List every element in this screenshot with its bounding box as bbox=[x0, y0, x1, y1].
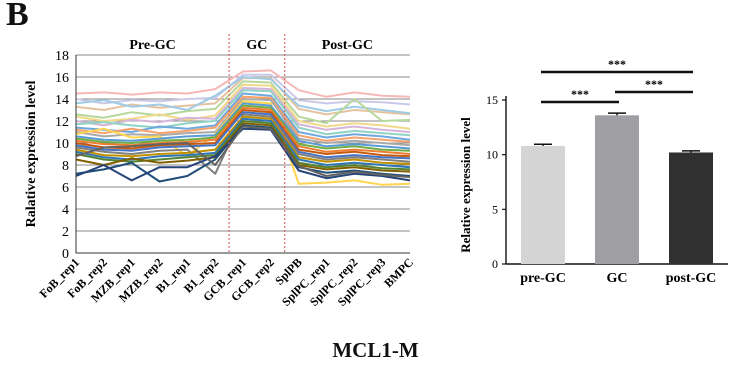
significance-label: *** bbox=[571, 87, 589, 101]
bar-chart-y-ticks: 0 5 10 15 bbox=[486, 93, 506, 271]
line-chart-series bbox=[75, 69, 411, 186]
series-line bbox=[75, 73, 411, 106]
bar-chart-bars bbox=[521, 112, 713, 264]
y-tick-label: 15 bbox=[486, 93, 498, 107]
y-tick-label: 5 bbox=[492, 202, 498, 216]
series-line bbox=[75, 104, 411, 152]
bar-chart-y-axis-label: Relative expression level bbox=[458, 117, 473, 253]
series-line bbox=[75, 92, 411, 141]
series-line bbox=[75, 106, 411, 155]
y-tick-label: 8 bbox=[62, 159, 69, 174]
series-line bbox=[75, 98, 411, 147]
y-tick-label: 10 bbox=[486, 148, 498, 162]
y-tick-label: 6 bbox=[62, 181, 69, 196]
y-tick-label: 10 bbox=[55, 137, 69, 152]
bar-gc bbox=[595, 115, 639, 264]
series-line bbox=[75, 89, 411, 137]
x-tick-label: post-GC bbox=[666, 271, 717, 286]
series-line bbox=[75, 117, 411, 169]
series-line bbox=[75, 127, 411, 182]
series-line bbox=[75, 83, 411, 130]
y-tick-label: 16 bbox=[55, 71, 69, 86]
series-line bbox=[75, 76, 411, 115]
series-line bbox=[75, 113, 411, 175]
x-tick-label: pre-GC bbox=[520, 271, 566, 286]
bar-chart-significance: *** *** *** bbox=[541, 57, 693, 104]
significance-label: *** bbox=[645, 77, 663, 91]
y-tick-label: 0 bbox=[62, 247, 69, 262]
series-line bbox=[75, 69, 411, 98]
panel-label: B bbox=[6, 0, 29, 33]
series-line bbox=[75, 124, 411, 183]
region-label: Post-GC bbox=[322, 38, 373, 53]
bar-chart-x-ticks: pre-GC GC post-GC bbox=[520, 271, 716, 286]
series-line bbox=[75, 120, 411, 171]
figure-title: MCL1-M bbox=[332, 338, 419, 362]
series-line bbox=[75, 122, 411, 173]
line-chart-y-ticks: 0 2 4 6 8 10 12 14 16 18 bbox=[55, 49, 69, 262]
y-tick-label: 0 bbox=[492, 257, 498, 271]
significance-label: *** bbox=[608, 57, 626, 71]
x-tick-label: GC bbox=[607, 271, 628, 286]
line-chart-y-axis-label: Ralative expression level bbox=[24, 81, 39, 228]
y-tick-label: 12 bbox=[55, 115, 69, 130]
y-tick-label: 2 bbox=[62, 225, 69, 240]
series-line bbox=[75, 87, 411, 133]
series-line bbox=[75, 80, 411, 125]
series-line bbox=[75, 125, 411, 179]
line-chart-regions: Pre-GC GC Post-GC bbox=[129, 34, 373, 253]
bar-pre-gc bbox=[521, 145, 565, 264]
line-chart-axes bbox=[75, 55, 410, 254]
series-line bbox=[75, 95, 411, 143]
series-line bbox=[75, 115, 411, 165]
y-tick-label: 18 bbox=[55, 49, 69, 64]
region-label: Pre-GC bbox=[129, 38, 175, 53]
bar-post-gc bbox=[669, 152, 713, 264]
series-line bbox=[75, 111, 411, 160]
series-line bbox=[75, 102, 411, 150]
region-label: GC bbox=[246, 38, 267, 53]
y-tick-label: 4 bbox=[62, 203, 69, 218]
y-tick-label: 14 bbox=[55, 93, 69, 108]
series-line bbox=[75, 109, 411, 158]
series-line bbox=[75, 100, 411, 186]
